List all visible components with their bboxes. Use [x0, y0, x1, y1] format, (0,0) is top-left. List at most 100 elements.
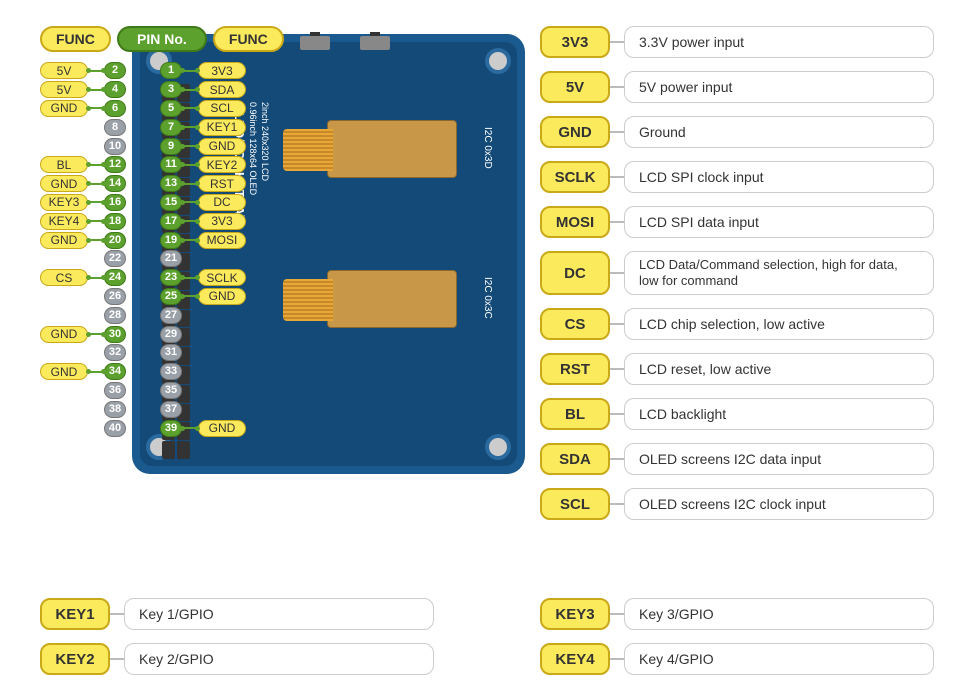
pin-func-right: GND: [198, 420, 246, 437]
mounting-hole: [485, 434, 511, 460]
legend-description: Ground: [624, 116, 934, 148]
legend-tag: RST: [540, 353, 610, 385]
pin-row: GND 30 29: [40, 325, 246, 343]
pin-number-right: 27: [160, 307, 182, 324]
legend-description: LCD backlight: [624, 398, 934, 430]
pin-row: 5V213V3: [40, 62, 246, 80]
pin-func-left: 5V: [40, 81, 88, 98]
legend-row: GND Ground: [540, 116, 934, 148]
pin-number-left: 30: [104, 326, 126, 343]
pin-number-right: 5: [160, 100, 182, 117]
pin-row: 3635: [40, 382, 246, 400]
pin-number-left: 20: [104, 232, 126, 249]
pin-number-right: 19: [160, 232, 182, 249]
pin-row: 2221: [40, 250, 246, 268]
legend-tag: 3V3: [540, 26, 610, 58]
flex-connector-bottom: [327, 270, 457, 328]
pinout-table: 5V213V35V43SDAGND65SCL87KEY1109GNDBL1211…: [40, 62, 246, 437]
i2c-addr-top: I2C 0x3D: [482, 127, 493, 169]
legend-row: SDAOLED screens I2C data input: [540, 443, 934, 475]
pin-row: CS2423SCLK: [40, 269, 246, 287]
pin-number-right: 25: [160, 288, 182, 305]
legend-row: KEY1Key 1/GPIO: [40, 598, 434, 630]
legend-row: KEY2Key 2/GPIO: [40, 643, 434, 675]
pin-number-left: 34: [104, 363, 126, 380]
pin-row: GND3433: [40, 363, 246, 381]
pin-number-left: 38: [104, 401, 126, 418]
pin-number-right: 1: [160, 62, 182, 79]
pin-row: KEY3 16 15 DC: [40, 194, 246, 212]
pin-row: GND65SCL: [40, 100, 246, 118]
pin-func-right: KEY1: [198, 119, 246, 136]
pin-row: GND1413RST: [40, 175, 246, 193]
pin-number-left: 10: [104, 138, 126, 155]
pin-number-left: 8: [104, 119, 126, 136]
legend-right: 3V33.3V power input5V5V power inputGNDGr…: [540, 26, 934, 520]
pin-func-left: 5V: [40, 62, 88, 79]
legend-row: BL LCD backlight: [540, 398, 934, 430]
pin-number-left: 18: [104, 213, 126, 230]
pin-row: KEY4 18 17 3V3: [40, 212, 246, 230]
pin-row: 3231: [40, 344, 246, 362]
legend-tag: CS: [540, 308, 610, 340]
legend-tag: 5V: [540, 71, 610, 103]
pin-func-right: GND: [198, 288, 246, 305]
pin-func-right: DC: [198, 194, 246, 211]
pin-number-right: 11: [160, 156, 182, 173]
legend-description: Key 1/GPIO: [124, 598, 434, 630]
pin-number-left: 2: [104, 62, 126, 79]
pin-row: 10 9 GND: [40, 137, 246, 155]
pin-number-right: 17: [160, 213, 182, 230]
legend-row: MOSILCD SPI data input: [540, 206, 934, 238]
pin-func-right: SDA: [198, 81, 246, 98]
pin-number-right: 39: [160, 420, 182, 437]
pin-number-right: 29: [160, 326, 182, 343]
legend-row: KEY4Key 4/GPIO: [540, 643, 934, 675]
legend-tag: KEY4: [540, 643, 610, 675]
pin-number-right: 23: [160, 269, 182, 286]
pin-func-left: KEY4: [40, 213, 88, 230]
pin-func-right: RST: [198, 175, 246, 192]
pin-row: 26 25 GND: [40, 288, 246, 306]
pcb-sub1: 0.96inch 128x64 OLED: [248, 102, 258, 195]
pin-number-left: 22: [104, 250, 126, 267]
mounting-hole: [485, 48, 511, 74]
pin-row: 2827: [40, 306, 246, 324]
pin-func-left: GND: [40, 326, 88, 343]
legend-description: 3.3V power input: [624, 26, 934, 58]
pin-func-right: GND: [198, 138, 246, 155]
legend-description: Key 2/GPIO: [124, 643, 434, 675]
pin-number-left: 40: [104, 420, 126, 437]
pin-func-left: KEY3: [40, 194, 88, 211]
legend-row: SCLKLCD SPI clock input: [540, 161, 934, 193]
pin-func-right: KEY2: [198, 156, 246, 173]
flex-connector-top: [327, 120, 457, 178]
legend-description: OLED screens I2C data input: [624, 443, 934, 475]
pin-func-left: GND: [40, 175, 88, 192]
legend-description: OLED screens I2C clock input: [624, 488, 934, 520]
pin-number-right: 33: [160, 363, 182, 380]
pin-row: 87KEY1: [40, 118, 246, 136]
legend-description: Key 3/GPIO: [624, 598, 934, 630]
pin-number-right: 9: [160, 138, 182, 155]
pin-number-left: 26: [104, 288, 126, 305]
column-headers: FUNC PIN No. FUNC: [40, 26, 284, 52]
legend-row: SCLOLED screens I2C clock input: [540, 488, 934, 520]
legend-description: LCD SPI data input: [624, 206, 934, 238]
pin-func-right: SCL: [198, 100, 246, 117]
legend-row: CS LCD chip selection, low active: [540, 308, 934, 340]
legend-row: 3V3 3.3V power input: [540, 26, 934, 58]
legend-tag: BL: [540, 398, 610, 430]
legend-bottom-left: KEY1Key 1/GPIO KEY2Key 2/GPIO: [40, 598, 434, 675]
pin-number-left: 16: [104, 194, 126, 211]
legend-description: LCD reset, low active: [624, 353, 934, 385]
pin-row: 3837: [40, 400, 246, 418]
legend-description: LCD Data/Command selection, high for dat…: [624, 251, 934, 295]
i2c-addr-bottom: I2C 0x3C: [482, 277, 493, 319]
legend-description: LCD chip selection, low active: [624, 308, 934, 340]
pcb-sub2: 2inch 240x320 LCD: [260, 102, 270, 181]
pin-func-right: 3V3: [198, 213, 246, 230]
pin-number-right: 15: [160, 194, 182, 211]
header-pin-no: PIN No.: [117, 26, 207, 52]
legend-tag: GND: [540, 116, 610, 148]
